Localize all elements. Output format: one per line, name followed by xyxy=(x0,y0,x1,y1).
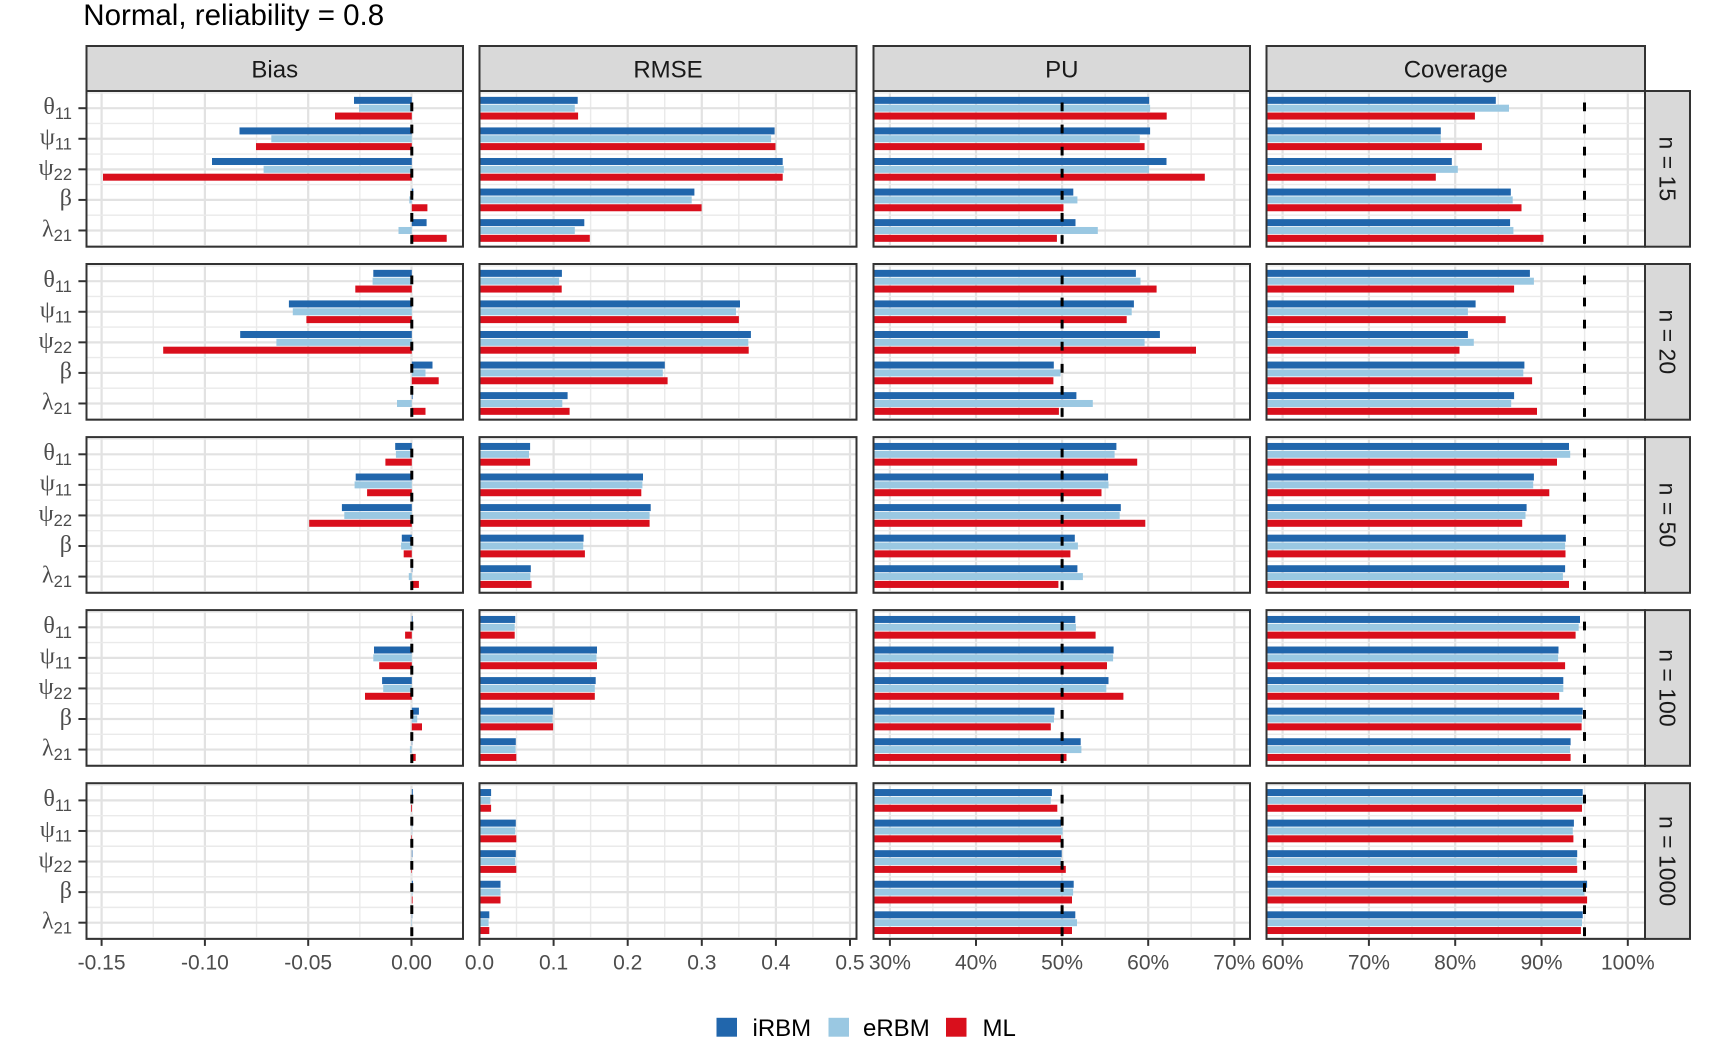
svg-text:0.2: 0.2 xyxy=(613,951,642,974)
svg-text:90%: 90% xyxy=(1520,951,1562,974)
svg-text:λ21: λ21 xyxy=(42,216,72,245)
svg-text:n = 1000: n = 1000 xyxy=(1655,816,1681,906)
svg-text:n = 50: n = 50 xyxy=(1655,483,1681,548)
svg-text:70%: 70% xyxy=(1213,951,1255,974)
svg-text:ψ11: ψ11 xyxy=(40,644,72,673)
svg-text:0.3: 0.3 xyxy=(687,951,716,974)
svg-text:λ21: λ21 xyxy=(42,562,72,591)
svg-text:β: β xyxy=(60,705,72,731)
svg-text:β: β xyxy=(60,532,72,558)
svg-text:-0.05: -0.05 xyxy=(284,951,332,974)
svg-text:Bias: Bias xyxy=(251,57,298,84)
svg-text:0.4: 0.4 xyxy=(761,951,791,974)
svg-text:0.00: 0.00 xyxy=(391,951,432,974)
svg-text:60%: 60% xyxy=(1262,951,1304,974)
svg-text:ψ22: ψ22 xyxy=(39,328,72,357)
svg-text:λ21: λ21 xyxy=(42,735,72,764)
svg-text:θ11: θ11 xyxy=(43,440,72,469)
svg-text:Coverage: Coverage xyxy=(1404,57,1508,84)
svg-text:RMSE: RMSE xyxy=(633,57,702,84)
svg-text:eRBM: eRBM xyxy=(863,1015,930,1042)
svg-text:β: β xyxy=(60,359,72,385)
svg-text:ψ22: ψ22 xyxy=(39,155,72,184)
svg-text:60%: 60% xyxy=(1127,951,1169,974)
svg-text:β: β xyxy=(60,878,72,904)
svg-text:ψ11: ψ11 xyxy=(40,125,72,154)
svg-text:λ21: λ21 xyxy=(42,908,72,937)
svg-text:100%: 100% xyxy=(1601,951,1655,974)
svg-text:θ11: θ11 xyxy=(43,613,72,642)
svg-text:θ11: θ11 xyxy=(43,94,72,123)
svg-text:0.0: 0.0 xyxy=(465,951,494,974)
svg-text:PU: PU xyxy=(1045,57,1078,84)
svg-text:ML: ML xyxy=(983,1015,1016,1042)
svg-text:70%: 70% xyxy=(1348,951,1390,974)
svg-text:ψ11: ψ11 xyxy=(40,471,72,500)
svg-text:θ11: θ11 xyxy=(43,267,72,296)
svg-text:50%: 50% xyxy=(1041,951,1083,974)
svg-text:0.1: 0.1 xyxy=(539,951,568,974)
svg-text:ψ22: ψ22 xyxy=(39,674,72,703)
svg-text:-0.10: -0.10 xyxy=(181,951,229,974)
svg-text:ψ22: ψ22 xyxy=(39,847,72,876)
svg-text:n = 20: n = 20 xyxy=(1655,310,1681,375)
svg-text:30%: 30% xyxy=(869,951,911,974)
svg-text:λ21: λ21 xyxy=(42,389,72,418)
svg-text:-0.15: -0.15 xyxy=(78,951,126,974)
svg-text:0.5: 0.5 xyxy=(835,951,864,974)
svg-text:40%: 40% xyxy=(955,951,997,974)
svg-text:ψ11: ψ11 xyxy=(40,298,72,327)
svg-text:ψ22: ψ22 xyxy=(39,501,72,530)
svg-text:n = 100: n = 100 xyxy=(1655,649,1681,726)
svg-text:iRBM: iRBM xyxy=(753,1015,812,1042)
svg-text:θ11: θ11 xyxy=(43,786,72,815)
svg-text:β: β xyxy=(60,186,72,212)
svg-text:ψ11: ψ11 xyxy=(40,817,72,846)
svg-text:Normal, reliability = 0.8: Normal, reliability = 0.8 xyxy=(83,0,384,32)
svg-text:n = 15: n = 15 xyxy=(1655,137,1681,202)
svg-text:80%: 80% xyxy=(1434,951,1476,974)
